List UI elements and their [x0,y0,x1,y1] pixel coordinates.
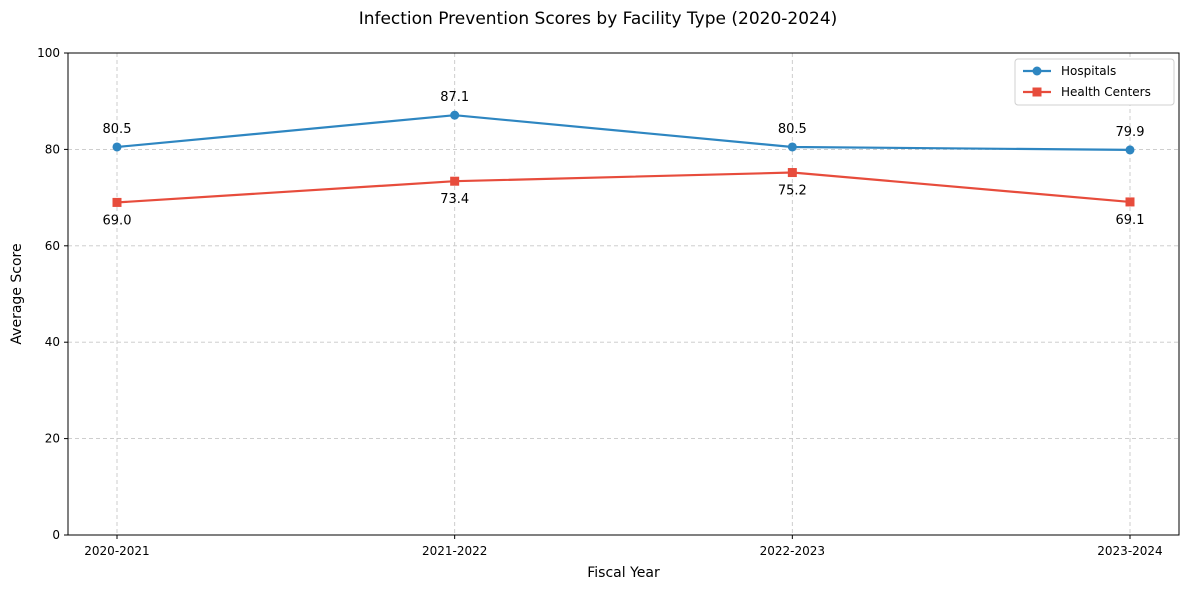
x-tick-label: 2022-2023 [760,544,825,558]
grid-lines [68,52,1179,536]
chart-title: Infection Prevention Scores by Facility … [359,9,838,29]
data-point-health-centers [112,197,122,207]
data-point-hospitals [1125,145,1135,155]
series-line-health-centers [116,171,1131,204]
y-tick-label: 20 [45,432,60,446]
data-point-hospitals [450,110,460,120]
x-axis-label: Fiscal Year [587,565,660,581]
data-point-hospitals [112,142,122,152]
data-label-health-centers: 69.1 [1116,213,1145,228]
data-point-health-centers [1125,197,1135,207]
data-label-hospitals: 79.9 [1116,125,1145,140]
x-tick-label: 2021-2022 [422,544,487,558]
data-label-health-centers: 69.0 [103,213,132,228]
x-tick-label: 2023-2024 [1097,544,1162,558]
data-label-health-centers: 75.2 [778,184,807,199]
x-axis: 2020-2021 2021-2022 2022-2023 2023-2024 [84,535,1163,558]
y-tick-label: 0 [52,528,60,542]
y-tick-label: 80 [45,142,60,156]
data-label-health-centers: 73.4 [440,192,469,207]
legend-marker-health-centers [1032,87,1042,97]
legend: Hospitals Health Centers [1014,58,1175,106]
data-point-health-centers [450,176,460,186]
legend-marker-hospitals [1032,66,1042,76]
series-layer: 80.5 87.1 80.5 79.9 69.0 73.4 75.2 69.1 [103,90,1145,228]
data-point-hospitals [787,142,797,152]
y-tick-label: 40 [45,335,60,349]
series-line-hospitals [116,114,1131,151]
x-tick-label: 2020-2021 [84,544,149,558]
data-point-health-centers [787,168,797,178]
y-tick-label: 100 [37,46,60,60]
y-tick-label: 60 [45,239,60,253]
data-label-hospitals: 80.5 [103,122,132,137]
legend-label-health-centers: Health Centers [1061,85,1151,99]
legend-box [1014,58,1175,106]
y-axis-label: Average Score [9,243,25,344]
plot-frame [67,52,1180,536]
y-axis: 0 20 40 60 80 100 [37,46,68,542]
data-label-hospitals: 87.1 [440,90,469,105]
legend-label-hospitals: Hospitals [1061,64,1116,78]
data-label-hospitals: 80.5 [778,122,807,137]
